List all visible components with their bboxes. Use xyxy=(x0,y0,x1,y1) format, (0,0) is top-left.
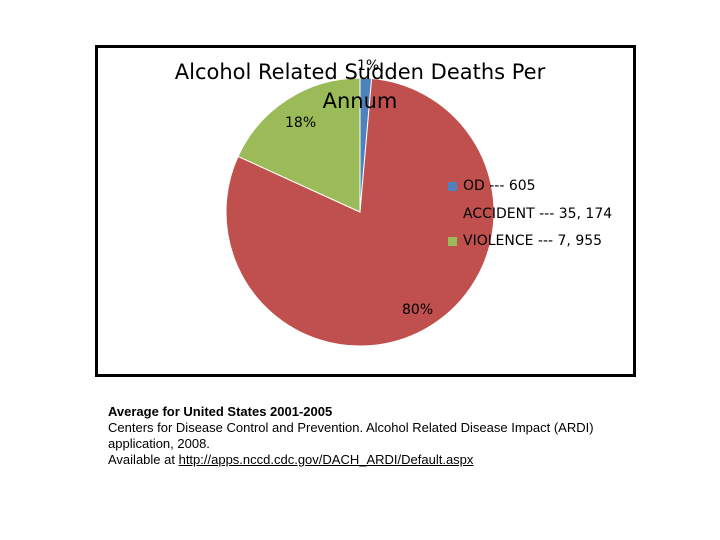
legend-item-accident: ACCIDENT --- 35, 174 xyxy=(448,206,612,222)
legend-item-violence: VIOLENCE --- 7, 955 xyxy=(448,233,602,249)
pie-slice-violence xyxy=(237,77,361,213)
legend-label-accident: ACCIDENT --- 35, 174 xyxy=(463,206,613,222)
slice-label-violence: 18% xyxy=(285,115,317,131)
slice-label-od: 1% xyxy=(357,58,380,74)
caption-availability: Available at http://apps.nccd.cdc.gov/DA… xyxy=(108,452,668,468)
legend-swatch-violence xyxy=(448,236,457,246)
legend-swatch-od xyxy=(448,181,457,191)
caption-application: application, 2008. xyxy=(108,436,210,451)
caption-available-prefix: Available at xyxy=(108,452,179,467)
caption-average: Average for United States 2001-2005 xyxy=(108,404,333,419)
source-link[interactable]: http://apps.nccd.cdc.gov/DACH_ARDI/Defau… xyxy=(178,452,474,467)
legend-label-violence: VIOLENCE --- 7, 955 xyxy=(463,233,603,249)
legend-swatch-accident xyxy=(448,210,457,219)
source-caption: Average for United States 2001-2005 Cent… xyxy=(108,404,668,468)
legend-item-od: OD --- 605 xyxy=(448,178,536,194)
chart-title: Alcohol Related Sudden Deaths Per Annum xyxy=(174,60,546,113)
caption-source: Centers for Disease Control and Preventi… xyxy=(108,420,594,435)
legend-label-od: OD --- 605 xyxy=(463,178,536,194)
slice-label-accident: 80% xyxy=(402,302,434,318)
